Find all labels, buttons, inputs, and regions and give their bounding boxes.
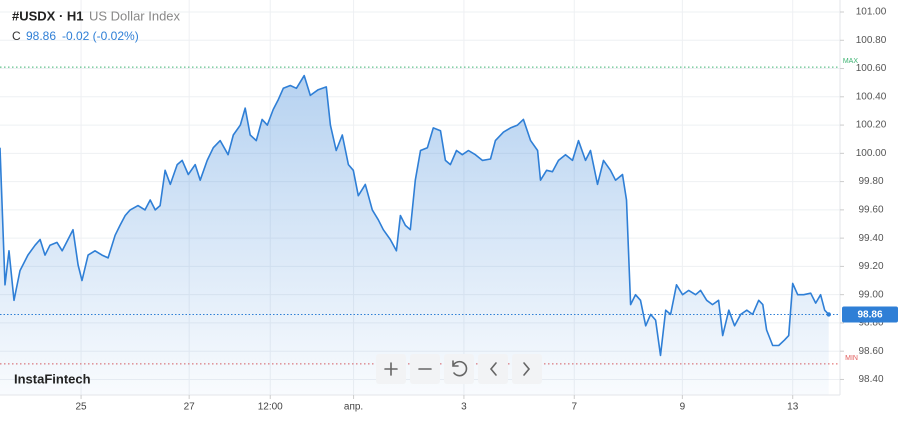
chart-subtitle: US Dollar Index (89, 8, 181, 23)
reset-button[interactable] (444, 354, 474, 384)
y-tick-label: 101.00 (856, 7, 887, 18)
max-line-label: MAX (843, 58, 859, 65)
axes: 98.40 98.60 98.80 99.00 99.20 99.40 99.60 99.80… (76, 7, 898, 413)
scroll-right-button[interactable] (512, 354, 542, 384)
y-tick-label: 100.00 (856, 148, 887, 159)
x-tick-label: 3 (461, 402, 467, 413)
y-tick-label: 98.60 (858, 346, 883, 357)
x-tick-label: 7 (571, 402, 577, 413)
y-tick-label: 99.80 (858, 176, 883, 187)
brand-logo: InstaFintech (14, 371, 91, 386)
zoom-out-button[interactable] (410, 354, 440, 384)
scroll-left-button[interactable] (478, 354, 508, 384)
x-tick-label: 9 (680, 402, 686, 413)
area-fill (0, 75, 829, 395)
x-tick-label: 25 (76, 402, 88, 413)
x-tick-label: 13 (787, 402, 799, 413)
data (0, 74, 831, 395)
last-price-box (842, 306, 898, 323)
close-value: 98.86 (26, 29, 56, 43)
x-tick-label: апр. (344, 402, 363, 413)
last-price-label: 98.86 (857, 310, 882, 321)
y-tick-label: 99.20 (858, 261, 883, 272)
zoom-in-button[interactable] (376, 354, 406, 384)
y-tick-label: 98.40 (858, 374, 883, 385)
y-tick-label: 99.40 (858, 233, 883, 244)
min-line-label: MIN (845, 355, 858, 362)
y-tick-label: 100.20 (856, 120, 887, 131)
x-tick-label: 12:00 (258, 402, 283, 413)
y-tick-label: 99.60 (858, 205, 883, 216)
y-tick-label: 98.80 (858, 318, 883, 329)
price-line (0, 74, 830, 357)
y-tick-label: 100.40 (856, 91, 887, 102)
y-tick-label: 99.00 (858, 289, 883, 300)
y-tick-label: 100.60 (856, 63, 887, 74)
chart-title: #USDX · H1 (12, 8, 84, 23)
x-tick-label: 27 (184, 402, 196, 413)
close-change: -0.02 (-0.02%) (62, 29, 139, 43)
toolbar (376, 354, 542, 384)
close-label: C (12, 29, 21, 43)
y-tick-label: 100.80 (856, 35, 887, 46)
last-point (826, 312, 831, 317)
